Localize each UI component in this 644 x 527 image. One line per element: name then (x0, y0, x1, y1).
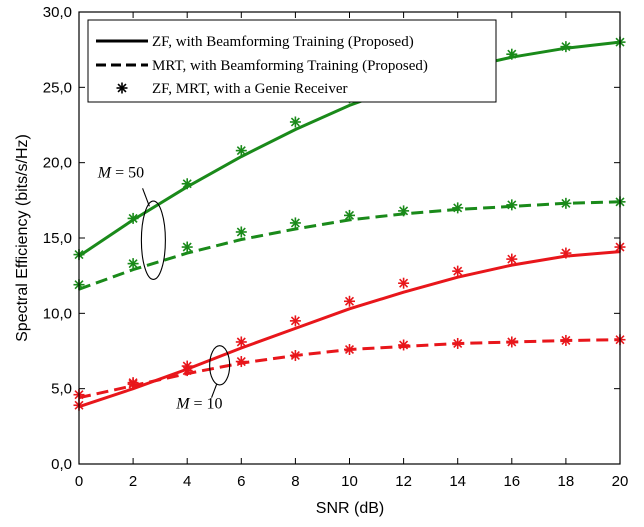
x-tick-label: 4 (183, 473, 191, 490)
x-tick-label: 10 (341, 473, 358, 490)
genie-marker-M10-zf (398, 277, 410, 289)
legend: ZF, with Beamforming Training (Proposed)… (87, 19, 497, 103)
genie-marker-M10-zf (506, 253, 518, 265)
y-tick-label: 10,0 (43, 305, 72, 322)
genie-marker-M10-zf (452, 265, 464, 277)
genie-marker-M50-zf (181, 178, 193, 190)
genie-marker-M50-zf (235, 145, 247, 157)
genie-marker-M10-zf (344, 295, 355, 307)
y-tick-label: 30,0 (43, 4, 72, 21)
legend-entry-mrt: MRT, with Beamforming Training (Proposed… (152, 58, 428, 74)
m50-group-ellipse (140, 200, 166, 280)
genie-marker-M50-mrt (181, 241, 193, 253)
genie-marker-M50-mrt (452, 202, 464, 214)
x-axis-label: SNR (dB) (316, 500, 384, 517)
genie-marker-M50-zf (560, 41, 572, 53)
genie-marker-M50-zf (289, 116, 301, 128)
series-line-M10-zf (78, 250, 621, 409)
x-tick-label: 0 (75, 473, 83, 490)
genie-marker-M10-mrt (506, 336, 518, 348)
genie-marker-M10-mrt (398, 339, 410, 351)
y-tick-label: 15,0 (43, 230, 72, 247)
genie-marker-M50-mrt (560, 197, 572, 209)
legend-asterisk-marker (116, 82, 128, 94)
genie-marker-M10-mrt (127, 377, 139, 389)
genie-marker-M10-mrt (181, 365, 193, 377)
annotations: M = 50 M = 10 (97, 165, 231, 412)
x-tick-label: 20 (612, 473, 629, 490)
genie-marker-M50-mrt (344, 209, 355, 221)
annotation-m10: M = 10 (175, 395, 222, 412)
y-axis-label: Spectral Efficiency (bits/s/Hz) (14, 134, 31, 342)
genie-marker-M50-mrt (127, 258, 139, 270)
genie-marker-M50-zf (127, 212, 139, 224)
m10-leader-line (211, 383, 218, 398)
legend-asterisk-icon (116, 82, 128, 94)
series-line-M50-zf (78, 40, 621, 258)
x-tick-label: 18 (558, 473, 575, 490)
genie-marker-M10-mrt (560, 334, 572, 346)
genie-marker-M10-zf (235, 336, 247, 348)
genie-marker-M10-mrt (344, 343, 355, 355)
axis-ticks: 0 2 4 6 8 10 12 14 16 18 20 0,0 5,0 10,0 15,0 20,0 25,0 3… (43, 4, 629, 490)
genie-marker-M50-zf (506, 48, 518, 60)
y-tick-label: 0,0 (51, 456, 72, 473)
legend-entry-genie: ZF, MRT, with a Genie Receiver (152, 81, 347, 97)
genie-marker-M50-mrt (398, 205, 410, 217)
genie-marker-M10-mrt (452, 337, 464, 349)
x-tick-label: 14 (449, 473, 466, 490)
x-tick-label: 6 (237, 473, 245, 490)
y-tick-label: 20,0 (43, 155, 72, 172)
genie-marker-M10-mrt (235, 356, 247, 368)
genie-marker-M10-mrt (289, 350, 301, 362)
x-tick-label: 12 (395, 473, 412, 490)
annotation-m50: M = 50 (97, 165, 144, 182)
legend-entry-zf: ZF, with Beamforming Training (Proposed) (152, 34, 414, 50)
legend-box (87, 19, 497, 103)
y-tick-label: 25,0 (43, 79, 72, 96)
genie-marker-M10-zf (289, 315, 301, 327)
genie-marker-M50-mrt (506, 199, 518, 211)
x-tick-label: 16 (503, 473, 520, 490)
genie-marker-M10-zf (560, 247, 572, 259)
x-tick-label: 2 (129, 473, 137, 490)
m50-leader-line (142, 188, 150, 207)
genie-marker-M50-mrt (289, 217, 301, 229)
genie-marker-M50-mrt (235, 226, 247, 238)
x-tick-label: 8 (291, 473, 299, 490)
y-tick-label: 5,0 (51, 381, 72, 398)
m10-group-ellipse (209, 345, 231, 386)
